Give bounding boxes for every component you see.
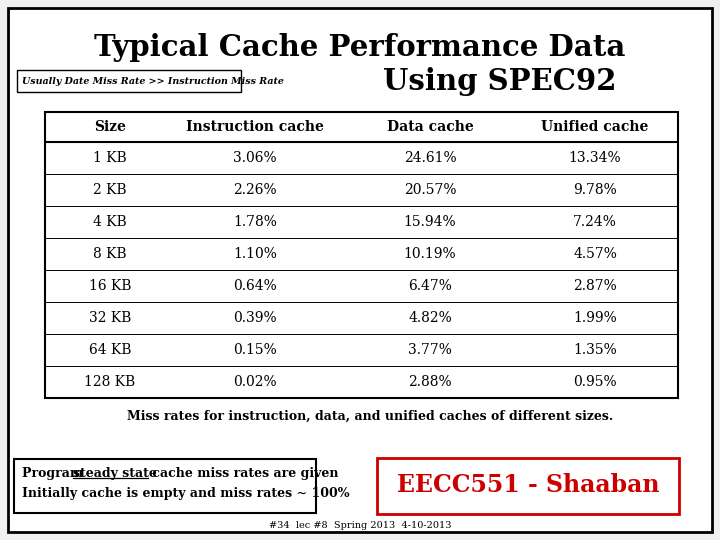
Text: 0.39%: 0.39%: [233, 311, 276, 325]
Text: 2.88%: 2.88%: [408, 375, 452, 389]
Text: 9.78%: 9.78%: [573, 183, 617, 197]
Text: 0.95%: 0.95%: [573, 375, 617, 389]
Text: 1.35%: 1.35%: [573, 343, 617, 357]
Text: 0.64%: 0.64%: [233, 279, 277, 293]
Text: 13.34%: 13.34%: [569, 151, 621, 165]
Text: Data cache: Data cache: [387, 120, 473, 134]
Text: Program: Program: [22, 467, 88, 480]
Text: 128 KB: 128 KB: [84, 375, 135, 389]
Text: 10.19%: 10.19%: [404, 247, 456, 261]
FancyBboxPatch shape: [8, 8, 712, 532]
Text: Size: Size: [94, 120, 126, 134]
Text: 15.94%: 15.94%: [404, 215, 456, 229]
Text: Usually Date Miss Rate >> Instruction Miss Rate: Usually Date Miss Rate >> Instruction Mi…: [22, 77, 284, 85]
Text: steady state: steady state: [73, 467, 157, 480]
Text: 1.99%: 1.99%: [573, 311, 617, 325]
Text: 4 KB: 4 KB: [93, 215, 127, 229]
FancyBboxPatch shape: [14, 459, 316, 513]
Text: 2 KB: 2 KB: [93, 183, 127, 197]
Text: 20.57%: 20.57%: [404, 183, 456, 197]
Text: 32 KB: 32 KB: [89, 311, 131, 325]
Text: 64 KB: 64 KB: [89, 343, 131, 357]
Text: 2.87%: 2.87%: [573, 279, 617, 293]
Text: Instruction cache: Instruction cache: [186, 120, 324, 134]
Text: Using SPEC92: Using SPEC92: [383, 68, 617, 97]
Text: 6.47%: 6.47%: [408, 279, 452, 293]
Text: 4.57%: 4.57%: [573, 247, 617, 261]
FancyBboxPatch shape: [17, 70, 241, 92]
Text: 0.02%: 0.02%: [233, 375, 276, 389]
Text: EECC551 - Shaaban: EECC551 - Shaaban: [397, 473, 660, 497]
Text: 8 KB: 8 KB: [93, 247, 127, 261]
Text: 3.06%: 3.06%: [233, 151, 276, 165]
Text: 1.78%: 1.78%: [233, 215, 277, 229]
Text: Initially cache is empty and miss rates ~ 100%: Initially cache is empty and miss rates …: [22, 488, 349, 501]
Text: 7.24%: 7.24%: [573, 215, 617, 229]
Text: #34  lec #8  Spring 2013  4-10-2013: #34 lec #8 Spring 2013 4-10-2013: [269, 522, 451, 530]
Text: Miss rates for instruction, data, and unified caches of different sizes.: Miss rates for instruction, data, and un…: [127, 409, 613, 422]
Text: 16 KB: 16 KB: [89, 279, 131, 293]
Text: 2.26%: 2.26%: [233, 183, 276, 197]
Text: 24.61%: 24.61%: [404, 151, 456, 165]
Text: 4.82%: 4.82%: [408, 311, 452, 325]
Text: 1.10%: 1.10%: [233, 247, 277, 261]
Text: 0.15%: 0.15%: [233, 343, 277, 357]
Text: 3.77%: 3.77%: [408, 343, 452, 357]
Text: Unified cache: Unified cache: [541, 120, 649, 134]
Text: Typical Cache Performance Data: Typical Cache Performance Data: [94, 33, 626, 63]
Text: cache miss rates are given: cache miss rates are given: [148, 467, 338, 480]
Text: 1 KB: 1 KB: [93, 151, 127, 165]
FancyBboxPatch shape: [45, 112, 678, 398]
FancyBboxPatch shape: [377, 458, 679, 514]
